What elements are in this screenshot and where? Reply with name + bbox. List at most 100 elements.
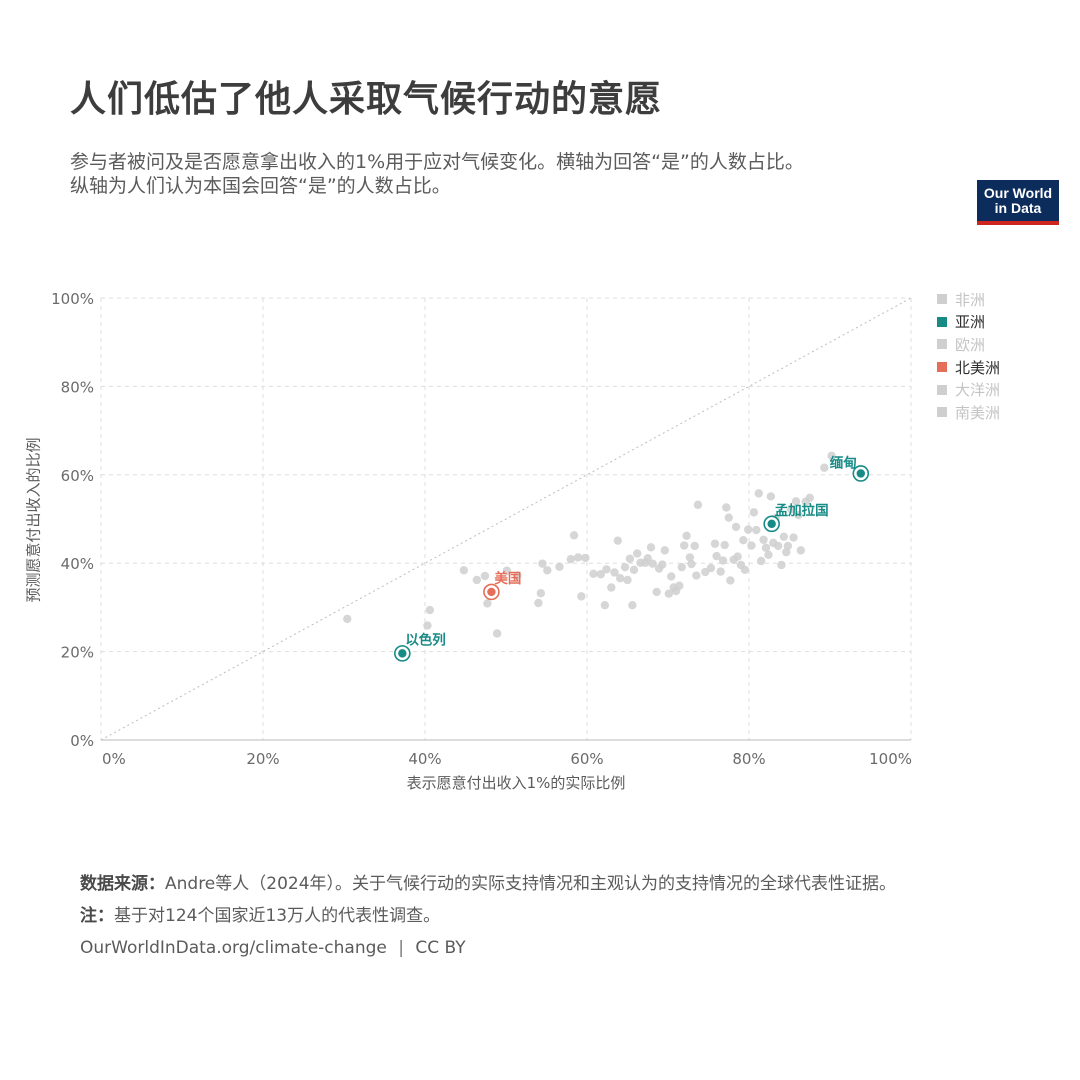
y-tick-label: 40% (61, 555, 94, 573)
data-point (459, 566, 469, 575)
legend-item[interactable]: 南美洲 (937, 401, 1000, 424)
data-point (472, 575, 482, 585)
data-point (343, 614, 352, 624)
data-point (566, 555, 575, 564)
legend-item[interactable]: 非洲 (937, 288, 1000, 311)
data-point (569, 531, 579, 540)
subtitle-line-1: 参与者被问及是否愿意拿出收入的1%用于应对气候变化。横轴为回答“是”的人数占比。 (70, 151, 804, 173)
data-point (690, 541, 699, 551)
y-tick-label: 80% (61, 378, 94, 396)
data-point (783, 541, 793, 551)
x-tick-label: 20% (246, 750, 279, 768)
data-point (693, 500, 703, 510)
data-point (573, 553, 583, 562)
owid-logo[interactable]: Our World in Data (977, 180, 1059, 225)
legend-label: 非洲 (955, 290, 986, 309)
reference-line-y-equals-x (100, 297, 912, 741)
data-point (805, 493, 814, 502)
data-point (648, 559, 657, 568)
data-point (779, 532, 789, 541)
data-point (720, 540, 729, 550)
legend-swatch (937, 362, 947, 373)
data-point (773, 541, 783, 551)
data-point (589, 569, 598, 579)
data-point (722, 503, 731, 512)
source-url-link[interactable]: OurWorldInData.org/climate-change (80, 938, 387, 958)
data-point (502, 566, 512, 575)
data-point (613, 536, 622, 545)
data-point (794, 510, 803, 520)
y-tick-label: 60% (61, 467, 94, 485)
legend-item[interactable]: 欧洲 (937, 333, 1000, 356)
subtitle-line-2: 纵轴为人们认为本国会回答“是”的人数占比。 (70, 175, 451, 197)
data-point (646, 543, 656, 552)
data-point (740, 565, 750, 575)
data-point (667, 572, 676, 581)
legend-swatch (937, 294, 947, 305)
data-point (675, 581, 684, 590)
note-line: 注：基于对124个国家近13万人的代表性调查。 (80, 904, 896, 936)
footer-separator: | (398, 938, 404, 958)
x-axis-label: 表示愿意付出收入1%的实际比例 (406, 774, 626, 792)
data-point (652, 587, 661, 597)
data-point (628, 600, 637, 610)
data-point (752, 525, 761, 535)
url-line: OurWorldInData.org/climate-change | CC B… (80, 936, 896, 968)
data-point (754, 489, 763, 498)
data-point (759, 535, 768, 544)
data-point (483, 599, 492, 608)
license-link[interactable]: CC BY (415, 938, 466, 958)
data-point (796, 546, 806, 555)
data-point (625, 554, 635, 563)
data-point (610, 568, 619, 577)
legend-item[interactable]: 大洋洲 (937, 378, 1000, 401)
x-tick-label: 40% (408, 750, 441, 768)
data-point (534, 598, 543, 608)
data-point (555, 562, 564, 571)
legend-swatch (937, 407, 947, 418)
highlighted-point-label: 美国 (494, 570, 521, 587)
data-point (733, 552, 742, 561)
legend-item[interactable]: 亚洲 (937, 311, 1000, 334)
data-point (718, 556, 728, 565)
highlighted-point (856, 469, 865, 478)
data-point (761, 543, 771, 552)
legend-swatch (937, 316, 947, 327)
data-point (658, 560, 667, 569)
data-point (623, 575, 632, 585)
data-point (620, 562, 630, 572)
legend-item[interactable]: 北美洲 (937, 356, 1000, 379)
data-point (513, 571, 522, 580)
highlighted-point-label: 缅甸 (830, 454, 857, 471)
data-point (664, 589, 674, 598)
data-point (423, 621, 432, 630)
data-point (706, 563, 716, 573)
data-point (749, 508, 759, 517)
data-point (629, 565, 639, 575)
x-tick-label: 80% (732, 750, 765, 768)
legend: 非洲亚洲 欧洲北美洲 大洋洲南美洲 (937, 288, 1000, 424)
data-point (692, 571, 701, 580)
data-point (786, 505, 796, 514)
note-text: 基于对124个国家近13万人的代表性调查。 (114, 906, 441, 926)
data-point (425, 605, 435, 615)
x-tick-label: 100% (869, 750, 912, 768)
footer: 数据来源：Andre等人（2024年）。关于气候行动的实际支持情况和主观认为的支… (80, 872, 896, 968)
data-point (607, 583, 616, 592)
data-point (600, 600, 610, 610)
data-point (791, 497, 801, 506)
data-point (764, 550, 773, 560)
data-point (687, 559, 696, 569)
source-text: Andre等人（2024年）。关于气候行动的实际支持情况和主观认为的支持情况的全… (165, 874, 897, 894)
legend-label: 欧洲 (955, 335, 986, 354)
y-tick-label: 100% (51, 290, 94, 308)
highlighted-point (767, 519, 776, 529)
legend-label: 南美洲 (955, 403, 1001, 422)
data-point (724, 513, 733, 522)
data-point (743, 525, 753, 534)
y-axis-label: 预测愿意付出收入的比例 (24, 437, 43, 603)
data-point (716, 567, 725, 576)
data-point (602, 565, 611, 574)
highlighted-point (398, 649, 407, 658)
data-point (685, 553, 695, 562)
